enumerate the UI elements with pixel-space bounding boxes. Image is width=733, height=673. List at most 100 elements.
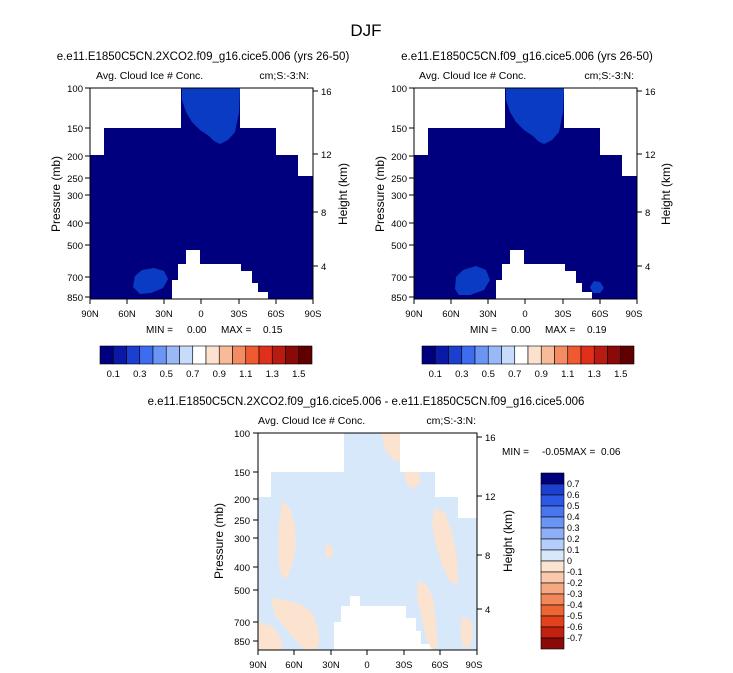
panel-1-field-dark — [90, 88, 313, 299]
panel-2-x-tick-labels: 90N 60N 30N 0 30S 60S 90S — [405, 309, 642, 320]
colorbar-swatch — [192, 345, 207, 365]
panel-3-field-tan-1 — [278, 501, 296, 580]
x-tick-label: 30N — [155, 309, 173, 320]
colorbar-label: 0.5 — [482, 369, 495, 380]
colorbar-label: 0.7 — [186, 369, 199, 380]
panel-1: e.e11.E1850C5CN.2XCO2.f09_g16.cice5.006 … — [49, 51, 350, 380]
colorbar-swatch — [139, 345, 154, 365]
panel-1-min-value: 0.00 — [187, 325, 207, 336]
y-tick-label: 200 — [67, 152, 83, 163]
panel-3-max-value: 0.06 — [601, 447, 621, 458]
y-tick-label: 400 — [67, 219, 83, 230]
panel-1-title: e.e11.E1850C5CN.2XCO2.f09_g16.cice5.006 … — [57, 51, 350, 63]
panel-1-y-right-tick-labels: 16 12 8 4 — [321, 87, 332, 273]
x-tick-label: 60N — [118, 309, 136, 320]
colorbar-swatch — [205, 345, 220, 365]
colorbar-swatch — [540, 516, 565, 529]
colorbar-swatch — [554, 345, 569, 365]
x-tick-label: 30S — [555, 309, 572, 320]
colorbar-label: 0.7 — [567, 479, 580, 489]
x-tick-label: 30S — [396, 660, 413, 671]
colorbar-swatch — [421, 345, 436, 365]
panel-2-colorbar: 0.1 0.3 0.5 0.7 0.9 1.1 1.3 1.5 — [421, 345, 635, 380]
panel-3-field-tan-5 — [404, 472, 421, 489]
colorbar-swatch — [112, 345, 127, 365]
panel-3-min-value: -0.05 — [542, 447, 565, 458]
panel-2-ylabel: Pressure (mb) — [373, 156, 387, 232]
y-tick-label: 850 — [234, 637, 250, 648]
x-tick-label: 90N — [81, 309, 99, 320]
panel-3-field-tan-3 — [258, 622, 283, 650]
colorbar-swatch — [540, 527, 565, 540]
panel-3-plot: 90N 60N 30N 0 30S 60S 90S 100 150 200 25… — [212, 429, 515, 671]
panel-1-subtitle-left: Avg. Cloud Ice # Conc. — [96, 70, 203, 82]
y-tick-label: 300 — [234, 534, 250, 545]
colorbar-swatch — [540, 483, 565, 496]
panel-3-field-tan-8 — [417, 580, 438, 650]
panel-1-x-tick-labels: 90N 60N 30N 0 30S 60S 90S — [81, 309, 321, 320]
x-tick-label: 0 — [522, 309, 527, 320]
colorbar-swatch — [540, 549, 565, 562]
colorbar-swatch — [448, 345, 463, 365]
panel-2-field-blob-top — [506, 88, 564, 144]
y-tick-label: 250 — [391, 174, 407, 185]
panel-3-y-tick-labels: 100 150 200 250 300 400 500 700 850 — [234, 429, 250, 648]
panel-3-ylabel-right: Height (km) — [501, 510, 515, 572]
y-tick-label: 400 — [234, 563, 250, 574]
panel-1-y-tick-labels: 100 150 200 250 300 400 500 700 850 — [67, 84, 83, 304]
colorbar-swatch — [179, 345, 194, 365]
panel-3-field-tan-7 — [432, 508, 458, 585]
x-tick-label: 90S — [626, 309, 643, 320]
y-right-tick-label: 12 — [321, 150, 332, 161]
colorbar-swatch — [474, 345, 489, 365]
figure-title: DJF — [350, 21, 381, 40]
panel-3-max-label: MAX = — [565, 447, 595, 458]
x-tick-label: 30S — [231, 309, 248, 320]
panel-3-field-tan-9 — [460, 617, 473, 648]
colorbar-swatch — [232, 345, 247, 365]
colorbar-label: 0.7 — [508, 369, 521, 380]
colorbar-label: 0.1 — [107, 369, 120, 380]
colorbar-label: 0.4 — [567, 512, 580, 522]
x-tick-label: 30N — [479, 309, 497, 320]
panel-3-colorbar: 0.70.60.50.40.30.20.10-0.1-0.2-0.3-0.4-0… — [540, 472, 583, 650]
y-tick-label: 500 — [234, 586, 250, 597]
colorbar-label: 1.5 — [614, 369, 627, 380]
colorbar-label: -0.1 — [567, 567, 583, 577]
panel-2-field-dark — [414, 88, 637, 299]
colorbar-swatch — [593, 345, 608, 365]
colorbar-label: 0.5 — [160, 369, 173, 380]
colorbar-label: 0.3 — [133, 369, 146, 380]
colorbar-label: 0.3 — [567, 523, 580, 533]
panel-2-y-tick-labels: 100 150 200 250 300 400 500 700 850 — [391, 84, 407, 304]
colorbar-label: 0.3 — [455, 369, 468, 380]
colorbar-swatch — [567, 345, 582, 365]
y-tick-label: 150 — [234, 468, 250, 479]
y-right-tick-label: 8 — [321, 208, 326, 219]
colorbar-label: -0.3 — [567, 589, 583, 599]
y-tick-label: 850 — [67, 293, 83, 304]
colorbar-swatch — [245, 345, 260, 365]
colorbar-swatch — [580, 345, 595, 365]
panel-2-title: e.e11.E1850C5CN.f09_g16.cice5.006 (yrs 2… — [401, 51, 653, 63]
panel-2: e.e11.E1850C5CN.f09_g16.cice5.006 (yrs 2… — [373, 51, 673, 380]
colorbar-swatch — [540, 345, 555, 365]
x-tick-label: 60S — [592, 309, 609, 320]
y-right-tick-label: 16 — [485, 433, 496, 444]
colorbar-label: 0.1 — [567, 545, 580, 555]
colorbar-swatch — [540, 571, 565, 584]
colorbar-swatch — [540, 538, 565, 551]
colorbar-label: 1.1 — [561, 369, 574, 380]
panel-3-min-label: MIN = — [502, 447, 529, 458]
x-tick-label: 90S — [466, 660, 483, 671]
panel-3-title: e.e11.E1850C5CN.2XCO2.f09_g16.cice5.006 … — [148, 396, 585, 408]
colorbar-swatch — [540, 582, 565, 595]
panel-3-ylabel: Pressure (mb) — [212, 503, 226, 579]
y-right-tick-label: 4 — [485, 605, 490, 616]
panel-2-max-value: 0.19 — [587, 325, 607, 336]
y-tick-label: 250 — [67, 174, 83, 185]
colorbar-swatch — [620, 345, 635, 365]
colorbar-swatch — [126, 345, 141, 365]
colorbar-label: 1.3 — [266, 369, 279, 380]
